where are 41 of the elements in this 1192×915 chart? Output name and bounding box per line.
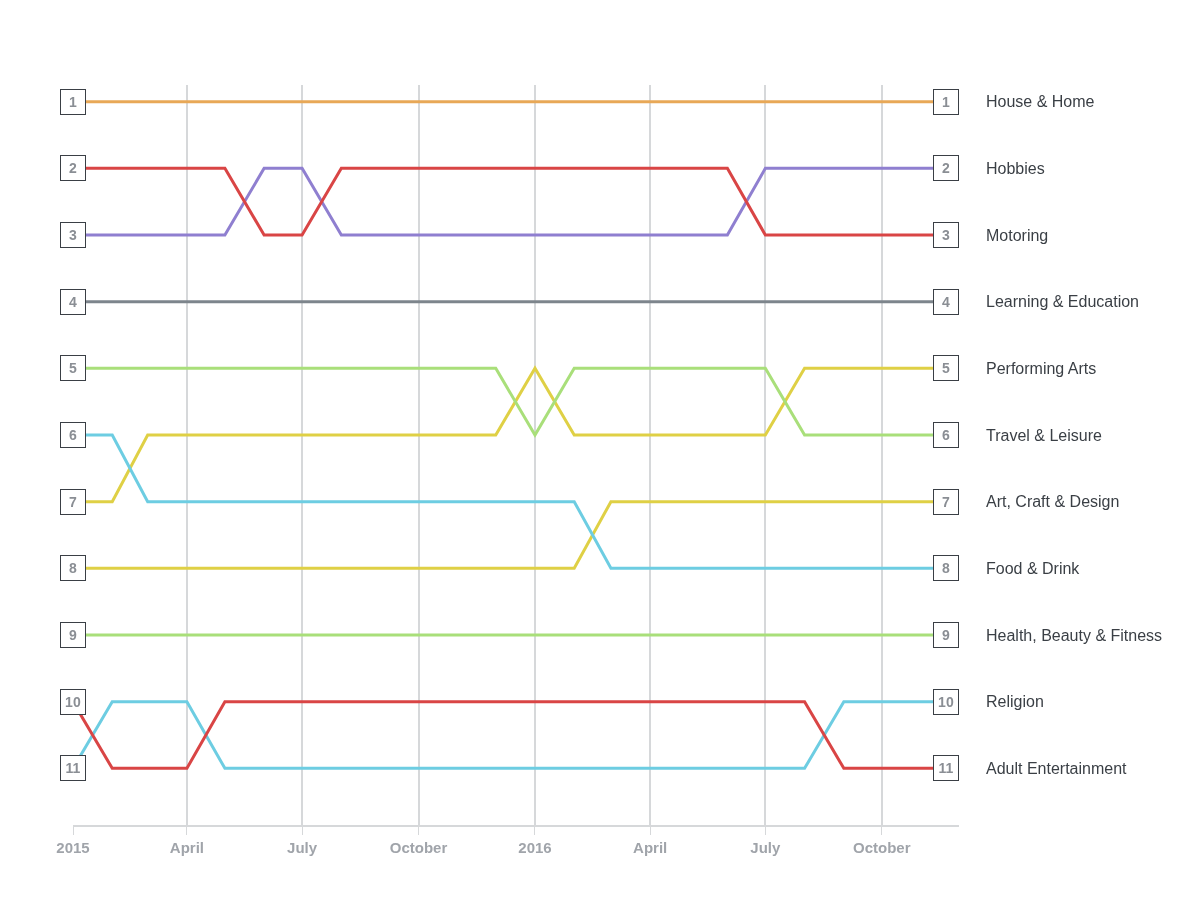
y-tick-label: 6 xyxy=(69,427,77,443)
legend-label: Motoring xyxy=(986,227,1049,244)
legend-label: Hobbies xyxy=(986,160,1045,177)
y-tick-label: 2 xyxy=(69,160,77,176)
x-tick-label: 2016 xyxy=(518,839,552,856)
y2-tick-label: 11 xyxy=(938,760,954,776)
y-tick-label: 3 xyxy=(69,227,77,243)
y2-tick-label: 10 xyxy=(938,694,954,710)
legend-label: Art, Craft & Design xyxy=(986,493,1120,510)
y2-tick-label: 7 xyxy=(942,494,950,510)
y-tick-label: 9 xyxy=(69,627,77,643)
x-tick-label: 2015 xyxy=(56,839,90,856)
y2-tick-label: 2 xyxy=(942,160,950,176)
y-tick-label: 10 xyxy=(65,694,81,710)
x-tick-label: July xyxy=(750,839,782,856)
y-tick-label: 1 xyxy=(69,94,77,110)
legend-label: House & Home xyxy=(986,93,1095,110)
y-tick-label: 7 xyxy=(69,494,77,510)
legend-label: Adult Entertainment xyxy=(986,760,1128,777)
y-tick-label: 11 xyxy=(65,760,81,776)
y2-tick-label: 4 xyxy=(942,294,950,310)
y2-tick-label: 3 xyxy=(942,227,950,243)
y2-tick-label: 5 xyxy=(942,360,950,376)
legend-label: Food & Drink xyxy=(986,560,1081,577)
x-tick-label: July xyxy=(287,839,318,856)
legend-label: Religion xyxy=(986,693,1044,710)
legend-label: Performing Arts xyxy=(986,360,1097,377)
legend-label: Health, Beauty & Fitness xyxy=(986,627,1163,644)
x-tick-label: April xyxy=(633,839,668,856)
y2-tick-label: 9 xyxy=(942,627,950,643)
y-tick-label: 4 xyxy=(69,294,77,310)
y2-tick-label: 8 xyxy=(942,560,950,576)
legend-label: Travel & Leisure xyxy=(986,427,1102,444)
y2-tick-label: 1 xyxy=(942,94,950,110)
x-tick-label: October xyxy=(389,839,448,856)
x-tick-label: October xyxy=(853,839,911,856)
y-tick-label: 8 xyxy=(69,560,77,576)
y-tick-label: 5 xyxy=(69,360,77,376)
x-tick-label: April xyxy=(169,839,204,856)
y2-tick-label: 6 xyxy=(942,427,950,443)
legend-label: Learning & Education xyxy=(986,293,1139,310)
